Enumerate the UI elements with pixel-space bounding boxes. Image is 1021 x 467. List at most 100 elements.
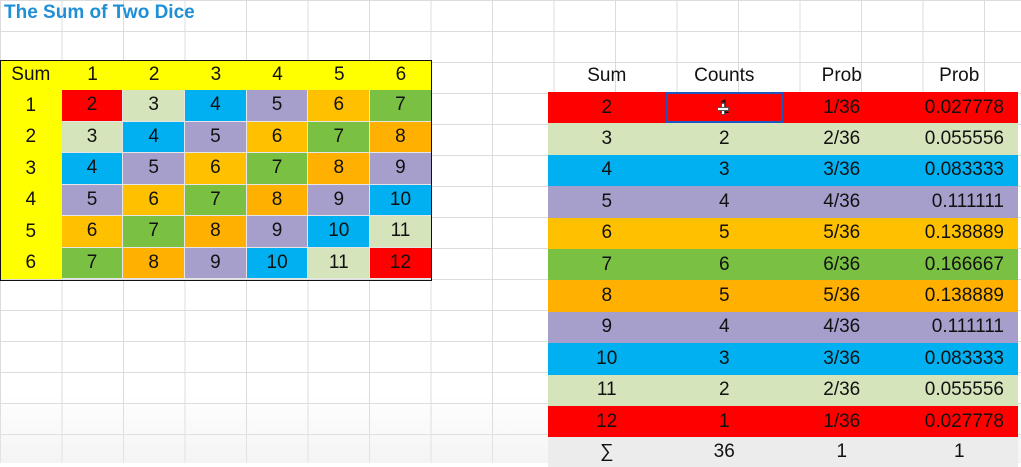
dice-grid-row-header[interactable]: 3 [0, 153, 62, 185]
prob-count-cell[interactable]: 2 [718, 128, 730, 150]
prob-count-cell[interactable]: 1 [718, 410, 730, 432]
dice-sum-cell[interactable]: 11 [370, 216, 432, 248]
dice-sum-cell[interactable]: 3 [61, 121, 124, 153]
dice-sum-cell[interactable]: 5 [123, 153, 186, 185]
dice-sum-cell[interactable]: 7 [246, 153, 309, 185]
prob-decimal-cell[interactable]: 0.083333 [924, 159, 1004, 181]
prob-count-cell[interactable]: 4 [718, 190, 730, 212]
prob-decimal-cell[interactable]: 0.027778 [924, 96, 1004, 118]
total-sum-symbol[interactable]: ∑ [599, 441, 614, 463]
dice-sum-cell[interactable]: 7 [61, 247, 124, 279]
prob-fraction-cell[interactable]: 3/36 [823, 159, 861, 181]
dice-grid-row-header[interactable]: 6 [0, 247, 62, 279]
prob-fraction-cell[interactable]: 4/36 [823, 190, 861, 212]
prob-sum-cell[interactable]: 12 [596, 410, 618, 432]
dice-sum-cell[interactable]: 4 [123, 121, 186, 153]
dice-sum-cell[interactable]: 9 [246, 216, 309, 248]
prob-count-cell[interactable]: 3 [718, 347, 730, 369]
dice-sum-cell[interactable]: 10 [246, 247, 309, 279]
prob-sum-cell[interactable]: 2 [601, 96, 613, 118]
total-count[interactable]: 36 [713, 441, 735, 463]
dice-sum-cell[interactable]: 8 [123, 247, 186, 279]
dice-sum-cell[interactable]: 3 [123, 90, 186, 122]
dice-sum-cell[interactable]: 11 [308, 247, 371, 279]
dice-sum-cell[interactable]: 6 [308, 90, 371, 122]
prob-decimal-cell[interactable]: 0.138889 [924, 285, 1004, 307]
prob-decimal-cell[interactable]: 0.083333 [924, 347, 1004, 369]
dice-grid-col-header[interactable]: 6 [370, 60, 432, 90]
dice-grid-row-header[interactable]: 4 [0, 184, 62, 216]
prob-count-cell[interactable]: 3 [718, 159, 730, 181]
dice-grid-col-header[interactable]: 5 [308, 60, 371, 90]
dice-sum-cell[interactable]: 7 [308, 121, 371, 153]
prob-fraction-cell[interactable]: 5/36 [823, 222, 861, 244]
prob-decimal-cell[interactable]: 0.111111 [931, 316, 1004, 338]
prob-sum-cell[interactable]: 9 [601, 316, 613, 338]
prob-fraction-cell[interactable]: 4/36 [823, 316, 861, 338]
prob-fraction-cell[interactable]: 3/36 [823, 347, 861, 369]
prob-header-decimal[interactable]: Prob [939, 65, 980, 86]
total-fraction[interactable]: 1 [836, 441, 848, 463]
dice-sum-cell[interactable]: 12 [370, 247, 432, 279]
prob-decimal-cell[interactable]: 0.027778 [924, 410, 1004, 432]
dice-sum-cell[interactable]: 10 [370, 184, 432, 216]
total-decimal[interactable]: 1 [953, 441, 965, 463]
prob-count-cell[interactable]: 4 [718, 316, 730, 338]
prob-fraction-cell[interactable]: 2/36 [823, 379, 861, 401]
dice-grid-row-header[interactable]: 2 [0, 121, 62, 153]
prob-sum-cell[interactable]: 3 [601, 128, 613, 150]
dice-sum-cell[interactable]: 9 [185, 247, 247, 279]
prob-fraction-cell[interactable]: 5/36 [823, 285, 861, 307]
prob-sum-cell[interactable]: 10 [596, 347, 618, 369]
prob-sum-cell[interactable]: 11 [596, 379, 617, 401]
dice-sum-cell[interactable]: 4 [61, 153, 124, 185]
prob-fraction-cell[interactable]: 2/36 [823, 128, 861, 150]
prob-sum-cell[interactable]: 8 [601, 285, 613, 307]
dice-sum-cell[interactable]: 8 [246, 184, 309, 216]
dice-grid-row-header[interactable]: 5 [0, 216, 62, 248]
prob-header-counts[interactable]: Counts [694, 65, 755, 86]
dice-sum-cell[interactable]: 6 [61, 216, 124, 248]
prob-decimal-cell[interactable]: 0.166667 [924, 253, 1004, 275]
prob-fraction-cell[interactable]: 1/36 [823, 96, 861, 118]
dice-sum-cell[interactable]: 6 [123, 184, 186, 216]
prob-count-cell[interactable]: 5 [718, 285, 730, 307]
dice-sum-cell[interactable]: 8 [308, 153, 371, 185]
prob-decimal-cell[interactable]: 0.055556 [924, 128, 1004, 150]
dice-grid-corner-cell[interactable]: Sum [0, 60, 62, 90]
dice-sum-cell[interactable]: 7 [185, 184, 247, 216]
dice-grid-col-header[interactable]: 2 [123, 60, 186, 90]
dice-sum-cell[interactable]: 9 [370, 153, 432, 185]
prob-fraction-cell[interactable]: 1/36 [823, 410, 861, 432]
dice-sum-cell[interactable]: 7 [123, 216, 186, 248]
dice-grid-row-header[interactable]: 1 [0, 90, 62, 122]
prob-header-sum[interactable]: Sum [587, 65, 627, 86]
prob-decimal-cell[interactable]: 0.055556 [924, 379, 1004, 401]
prob-sum-cell[interactable]: 5 [601, 190, 613, 212]
dice-grid-col-header[interactable]: 4 [246, 60, 309, 90]
prob-fraction-cell[interactable]: 6/36 [823, 253, 861, 275]
prob-count-cell[interactable]: 6 [718, 253, 730, 275]
dice-sum-cell[interactable]: 10 [308, 216, 371, 248]
prob-sum-cell[interactable]: 4 [601, 159, 613, 181]
dice-sum-cell[interactable]: 5 [185, 121, 247, 153]
dice-sum-cell[interactable]: 7 [370, 90, 432, 122]
dice-sum-cell[interactable]: 9 [308, 184, 371, 216]
dice-sum-cell[interactable]: 8 [370, 121, 432, 153]
dice-sum-cell[interactable]: 6 [185, 153, 247, 185]
dice-sum-cell[interactable]: 6 [246, 121, 309, 153]
dice-sum-cell[interactable]: 2 [61, 90, 124, 122]
dice-sum-cell[interactable]: 4 [185, 90, 247, 122]
prob-count-cell[interactable]: 2 [718, 379, 730, 401]
prob-decimal-cell[interactable]: 0.138889 [924, 222, 1004, 244]
dice-grid-col-header[interactable]: 3 [185, 60, 247, 90]
dice-grid-col-header[interactable]: 1 [61, 60, 124, 90]
prob-count-cell[interactable]: 5 [718, 222, 730, 244]
dice-sum-cell[interactable]: 8 [185, 216, 247, 248]
dice-sum-cell[interactable]: 5 [61, 184, 124, 216]
prob-header-fraction[interactable]: Prob [821, 65, 862, 86]
dice-sum-cell[interactable]: 5 [246, 90, 309, 122]
prob-sum-cell[interactable]: 7 [601, 253, 613, 275]
prob-sum-cell[interactable]: 6 [601, 222, 613, 244]
prob-decimal-cell[interactable]: 0.111111 [931, 190, 1004, 212]
